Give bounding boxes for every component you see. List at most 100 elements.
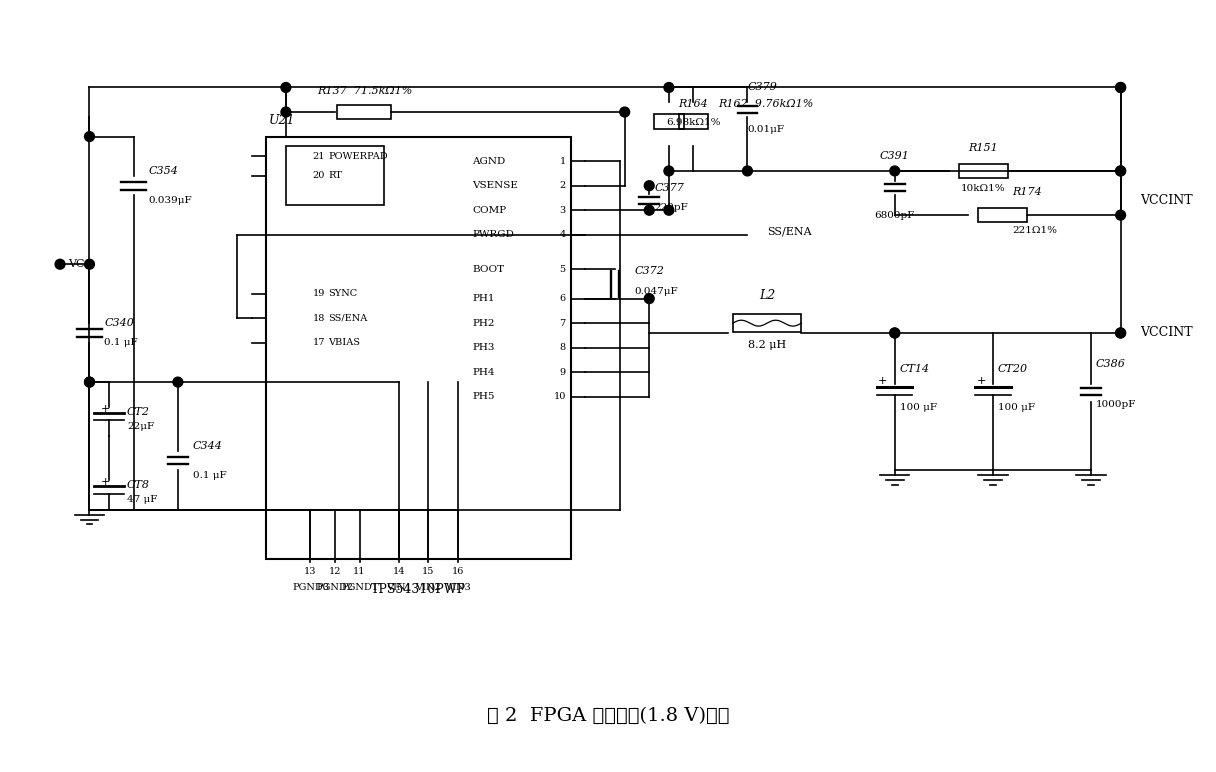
Text: 20: 20 bbox=[313, 171, 325, 181]
Circle shape bbox=[85, 378, 95, 387]
Text: PH3: PH3 bbox=[473, 344, 495, 352]
Text: CT20: CT20 bbox=[998, 364, 1028, 374]
Text: 100 μF: 100 μF bbox=[900, 402, 936, 411]
Text: C340: C340 bbox=[105, 318, 134, 328]
Circle shape bbox=[644, 293, 654, 303]
Text: C386: C386 bbox=[1096, 359, 1126, 369]
Circle shape bbox=[85, 132, 95, 141]
Text: 0.01μF: 0.01μF bbox=[748, 124, 784, 134]
Text: 100 μF: 100 μF bbox=[998, 402, 1035, 411]
Circle shape bbox=[281, 83, 291, 93]
Circle shape bbox=[664, 83, 674, 93]
Text: TPS54310PWP: TPS54310PWP bbox=[371, 583, 466, 596]
Text: PWRGD: PWRGD bbox=[473, 230, 514, 239]
Circle shape bbox=[664, 166, 674, 176]
Circle shape bbox=[1116, 210, 1126, 220]
Bar bbox=[679, 114, 708, 129]
Text: VIN1: VIN1 bbox=[385, 584, 412, 592]
Text: 11: 11 bbox=[354, 567, 366, 576]
Bar bbox=[733, 314, 801, 332]
Text: C379: C379 bbox=[748, 83, 777, 93]
Circle shape bbox=[644, 181, 654, 191]
Circle shape bbox=[173, 378, 182, 387]
Circle shape bbox=[1116, 328, 1126, 338]
Circle shape bbox=[644, 205, 654, 215]
Text: C344: C344 bbox=[192, 441, 223, 451]
Text: 2: 2 bbox=[559, 181, 565, 190]
Text: VCCINT: VCCINT bbox=[1141, 327, 1193, 340]
Text: 8.2 μH: 8.2 μH bbox=[748, 340, 787, 350]
Text: L2: L2 bbox=[759, 289, 776, 302]
Text: CT8: CT8 bbox=[126, 480, 150, 490]
Text: 6800pF: 6800pF bbox=[874, 211, 914, 220]
Text: 0.047μF: 0.047μF bbox=[635, 286, 679, 296]
Circle shape bbox=[1116, 166, 1126, 176]
Text: 6.98kΩ1%: 6.98kΩ1% bbox=[666, 118, 721, 127]
Text: 10: 10 bbox=[553, 392, 565, 401]
Bar bbox=[654, 114, 683, 129]
Text: 13: 13 bbox=[304, 567, 316, 576]
Text: PH1: PH1 bbox=[473, 294, 495, 303]
Circle shape bbox=[743, 166, 753, 176]
Text: R151: R151 bbox=[968, 144, 998, 154]
Text: 16: 16 bbox=[451, 567, 465, 576]
Text: 5: 5 bbox=[559, 265, 565, 273]
Text: VIN2: VIN2 bbox=[416, 584, 441, 592]
Text: 1: 1 bbox=[559, 157, 565, 166]
Text: CT2: CT2 bbox=[126, 407, 150, 417]
Text: 7: 7 bbox=[559, 319, 565, 327]
Text: 0.039μF: 0.039μF bbox=[148, 196, 192, 205]
Text: PGND3: PGND3 bbox=[292, 584, 330, 592]
Text: 1000pF: 1000pF bbox=[1096, 400, 1137, 408]
Text: BOOT: BOOT bbox=[473, 265, 505, 273]
Text: 12: 12 bbox=[328, 567, 342, 576]
Text: VBIAS: VBIAS bbox=[328, 338, 360, 347]
Text: 4: 4 bbox=[559, 230, 565, 239]
Circle shape bbox=[85, 259, 95, 269]
Circle shape bbox=[1116, 166, 1126, 176]
Circle shape bbox=[890, 328, 900, 338]
Text: 0.1 μF: 0.1 μF bbox=[105, 338, 137, 347]
Text: 15: 15 bbox=[422, 567, 434, 576]
Text: 0.1 μF: 0.1 μF bbox=[192, 471, 226, 480]
Text: SS/ENA: SS/ENA bbox=[767, 227, 812, 237]
Circle shape bbox=[55, 259, 64, 269]
Text: 14: 14 bbox=[393, 567, 405, 576]
Text: CT14: CT14 bbox=[900, 364, 930, 374]
Circle shape bbox=[664, 205, 674, 215]
Text: POWERPAD: POWERPAD bbox=[328, 152, 388, 161]
Circle shape bbox=[1116, 83, 1126, 93]
Text: 图 2  FPGA 内核电压(1.8 V)电路: 图 2 FPGA 内核电压(1.8 V)电路 bbox=[486, 707, 730, 725]
Circle shape bbox=[890, 166, 900, 176]
Text: COMP: COMP bbox=[473, 205, 507, 215]
Text: 21: 21 bbox=[313, 152, 325, 161]
Text: 47 μF: 47 μF bbox=[126, 496, 157, 504]
Text: 6: 6 bbox=[559, 294, 565, 303]
Circle shape bbox=[1116, 83, 1126, 93]
Text: R162  9.76kΩ1%: R162 9.76kΩ1% bbox=[717, 99, 814, 109]
Bar bbox=[266, 137, 570, 559]
Text: R137  71.5kΩ1%: R137 71.5kΩ1% bbox=[317, 86, 412, 96]
Text: 220pF: 220pF bbox=[654, 203, 688, 212]
Text: 17: 17 bbox=[313, 338, 325, 347]
Text: C391: C391 bbox=[880, 151, 910, 161]
Bar bbox=[338, 105, 392, 120]
Text: 221Ω1%: 221Ω1% bbox=[1013, 225, 1058, 235]
Text: PGND1: PGND1 bbox=[340, 584, 378, 592]
Text: +: + bbox=[976, 376, 986, 386]
Circle shape bbox=[281, 107, 291, 117]
Circle shape bbox=[1116, 328, 1126, 338]
Text: 10kΩ1%: 10kΩ1% bbox=[961, 184, 1006, 192]
Circle shape bbox=[85, 378, 95, 387]
Text: PGND2: PGND2 bbox=[316, 584, 354, 592]
Text: SYNC: SYNC bbox=[328, 290, 358, 298]
Bar bbox=[978, 208, 1028, 222]
Bar bbox=[958, 164, 1008, 178]
Circle shape bbox=[620, 107, 630, 117]
Text: 3: 3 bbox=[559, 205, 565, 215]
Text: +: + bbox=[878, 376, 888, 386]
Text: 9: 9 bbox=[559, 367, 565, 377]
Text: 18: 18 bbox=[313, 313, 325, 323]
Text: AGND: AGND bbox=[473, 157, 506, 166]
Text: +: + bbox=[101, 404, 111, 414]
